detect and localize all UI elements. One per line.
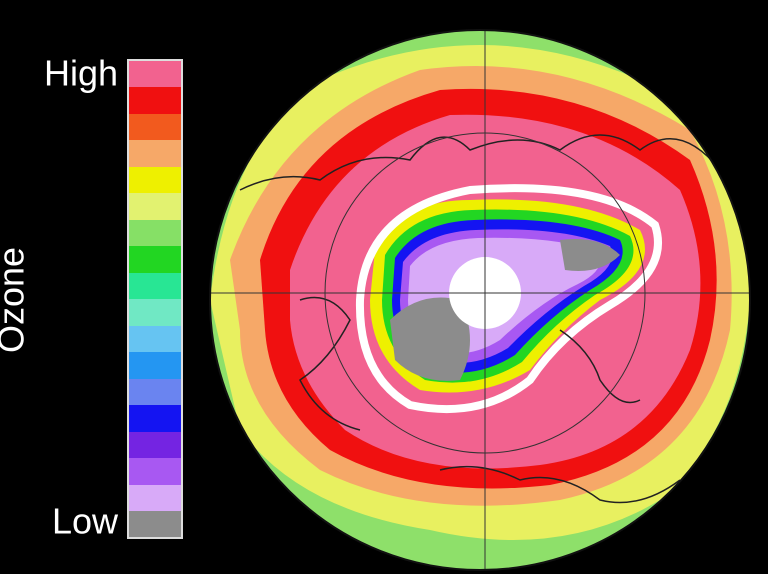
swatch	[128, 458, 182, 485]
swatch	[128, 246, 182, 273]
vortex-contour	[355, 184, 662, 414]
swatch	[128, 87, 182, 114]
coastlines	[239, 134, 721, 504]
swatch	[128, 485, 182, 511]
swatch	[128, 405, 182, 432]
ozone-map	[210, 30, 750, 570]
high-label: High	[44, 53, 118, 94]
swatch	[128, 352, 182, 379]
swatch	[128, 140, 182, 167]
swatch	[128, 511, 182, 538]
globe-outline	[209, 29, 751, 571]
swatch	[128, 379, 182, 405]
swatch	[128, 193, 182, 220]
swatch	[128, 326, 182, 352]
swatch	[128, 60, 182, 87]
swatch	[128, 299, 182, 326]
colorbar	[127, 59, 183, 539]
colorbar-frame	[127, 59, 183, 539]
swatch	[128, 432, 182, 458]
swatch	[128, 167, 182, 193]
graticule	[210, 30, 750, 570]
swatch	[128, 220, 182, 246]
ozone-zone	[560, 239, 620, 271]
swatch	[128, 114, 182, 140]
low-label: Low	[52, 501, 119, 542]
ozone-zone	[390, 297, 470, 381]
swatch	[128, 273, 182, 299]
colorbar-title: Ozone	[0, 247, 32, 353]
